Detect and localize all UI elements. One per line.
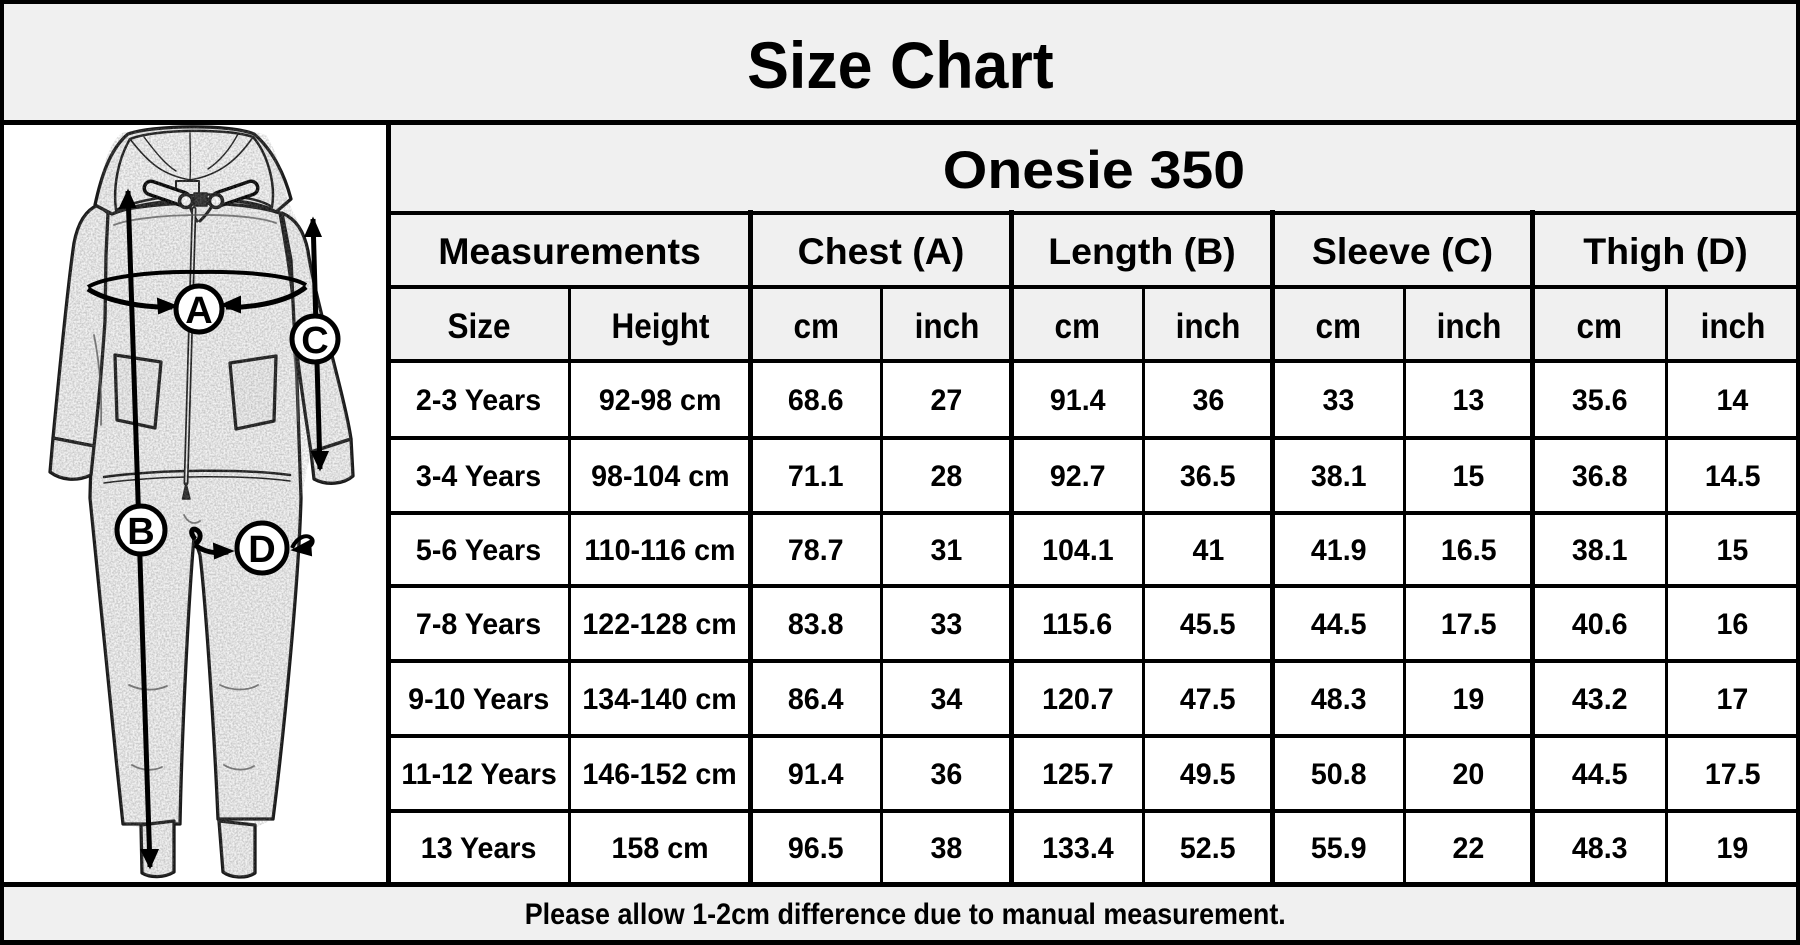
svg-text:C: C bbox=[301, 320, 328, 362]
svg-text:B: B bbox=[127, 511, 154, 553]
svg-text:D: D bbox=[248, 529, 275, 571]
svg-text:A: A bbox=[185, 290, 212, 332]
